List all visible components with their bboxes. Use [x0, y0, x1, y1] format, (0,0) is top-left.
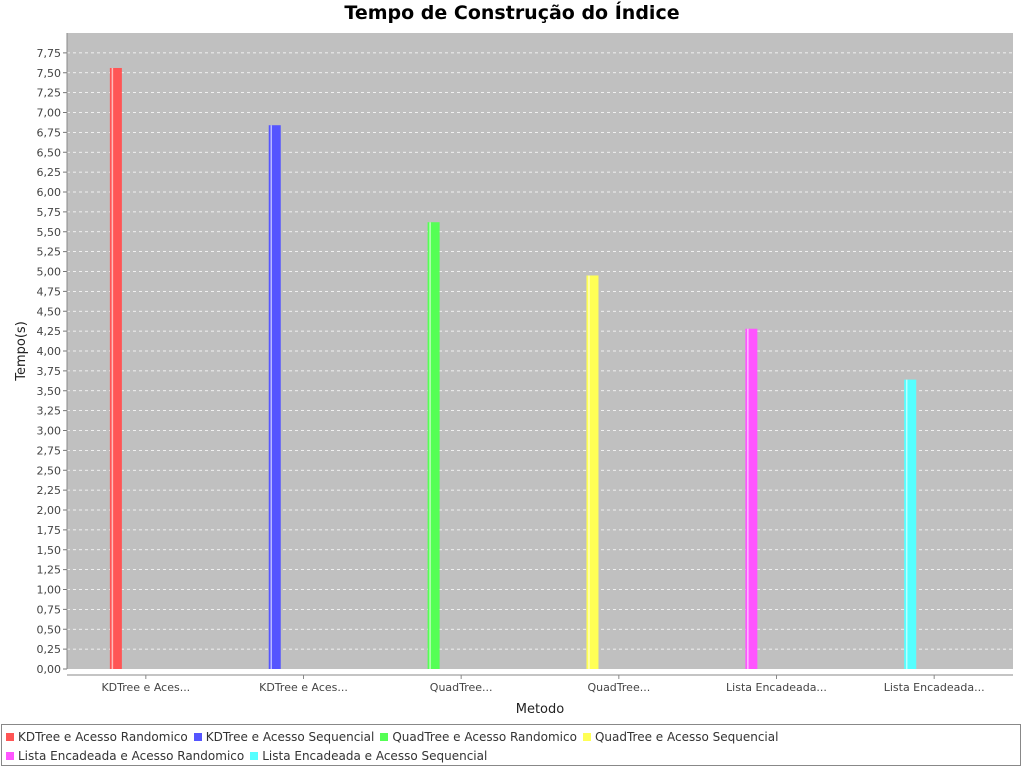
y-tick-label: 2,50 [37, 464, 62, 477]
x-tick-label: KDTree e Aces... [259, 681, 348, 694]
legend-swatch [6, 732, 14, 741]
y-tick-label: 6,00 [37, 186, 62, 199]
y-tick-label: 1,25 [37, 564, 62, 577]
y-tick-label: 5,25 [37, 246, 62, 259]
y-tick-label: 3,25 [37, 405, 62, 418]
y-tick-label: 4,25 [37, 325, 62, 338]
legend: KDTree e Acesso Randomico KDTree e Acesso… [1, 724, 1021, 766]
legend-label: KDTree e Acesso Randomico [18, 729, 188, 744]
y-tick-label: 0,00 [37, 663, 62, 676]
y-tick-label: 4,75 [37, 285, 62, 298]
y-tick-label: 2,75 [37, 444, 62, 457]
y-tick-label: 0,50 [37, 623, 62, 636]
y-tick-label: 3,75 [37, 365, 62, 378]
y-tick-label: 1,50 [37, 544, 62, 557]
y-tick-label: 3,00 [37, 425, 62, 438]
x-tick-label: Lista Encadeada... [884, 681, 985, 694]
y-tick-label: 6,25 [37, 166, 62, 179]
legend-label: KDTree e Acesso Sequencial [205, 729, 375, 744]
legend-item: KDTree e Acesso Randomico [6, 727, 188, 746]
x-tick-label: Lista Encadeada... [726, 681, 827, 694]
y-tick-label: 6,75 [37, 126, 62, 139]
y-tick-label: 1,00 [37, 584, 62, 597]
y-tick-label: 5,00 [37, 266, 62, 279]
bar-chart: 0,00 0,25 0,50 0,75 1,00 1,25 1,50 1,75 2,00 2,25… [14, 33, 1013, 717]
x-axis-title: Metodo [516, 702, 565, 717]
y-tick-label: 2,25 [37, 484, 62, 497]
legend-swatch [193, 732, 202, 741]
y-tick-label: 3,50 [37, 385, 62, 398]
legend-label: QuadTree e Acesso Sequencial [594, 729, 779, 744]
y-tick-label: 0,75 [37, 603, 62, 616]
x-tick-label: QuadTree... [587, 681, 650, 694]
y-tick-label: 5,50 [37, 226, 62, 239]
y-tick-label: 5,75 [37, 206, 62, 219]
legend-item: QuadTree e Acesso Sequencial [582, 727, 779, 746]
x-tick-label: KDTree e Aces... [101, 681, 190, 694]
legend-item: Lista Encadeada e Acesso Sequencial [250, 746, 487, 765]
y-tick-label: 7,75 [37, 47, 62, 60]
y-tick-label: 1,75 [37, 524, 62, 537]
legend-swatch [380, 732, 389, 741]
y-tick-label: 0,25 [37, 643, 62, 656]
y-tick-label: 7,00 [37, 107, 62, 120]
legend-swatch [582, 732, 591, 741]
y-tick-label: 6,50 [37, 146, 62, 159]
chart-title: Tempo de Construção do Índice [344, 2, 680, 24]
y-tick-label: 7,25 [37, 87, 62, 100]
legend-item: Lista Encadeada e Acesso Randomico [6, 746, 244, 765]
legend-item: QuadTree e Acesso Randomico [380, 727, 577, 746]
y-tick-label: 4,50 [37, 305, 62, 318]
legend-label: Lista Encadeada e Acesso Sequencial [262, 748, 488, 763]
y-axis-title: Tempo(s) [14, 321, 29, 382]
legend-label: Lista Encadeada e Acesso Randomico [18, 748, 245, 763]
y-tick-label: 7,50 [37, 67, 62, 80]
y-tick-label: 4,00 [37, 345, 62, 358]
x-tick-label: QuadTree... [430, 681, 493, 694]
legend-swatch [250, 751, 259, 760]
legend-item: KDTree e Acesso Sequencial [193, 727, 375, 746]
legend-swatch [6, 751, 14, 760]
legend-label: QuadTree e Acesso Randomico [392, 729, 577, 744]
y-tick-label: 2,00 [37, 504, 62, 517]
